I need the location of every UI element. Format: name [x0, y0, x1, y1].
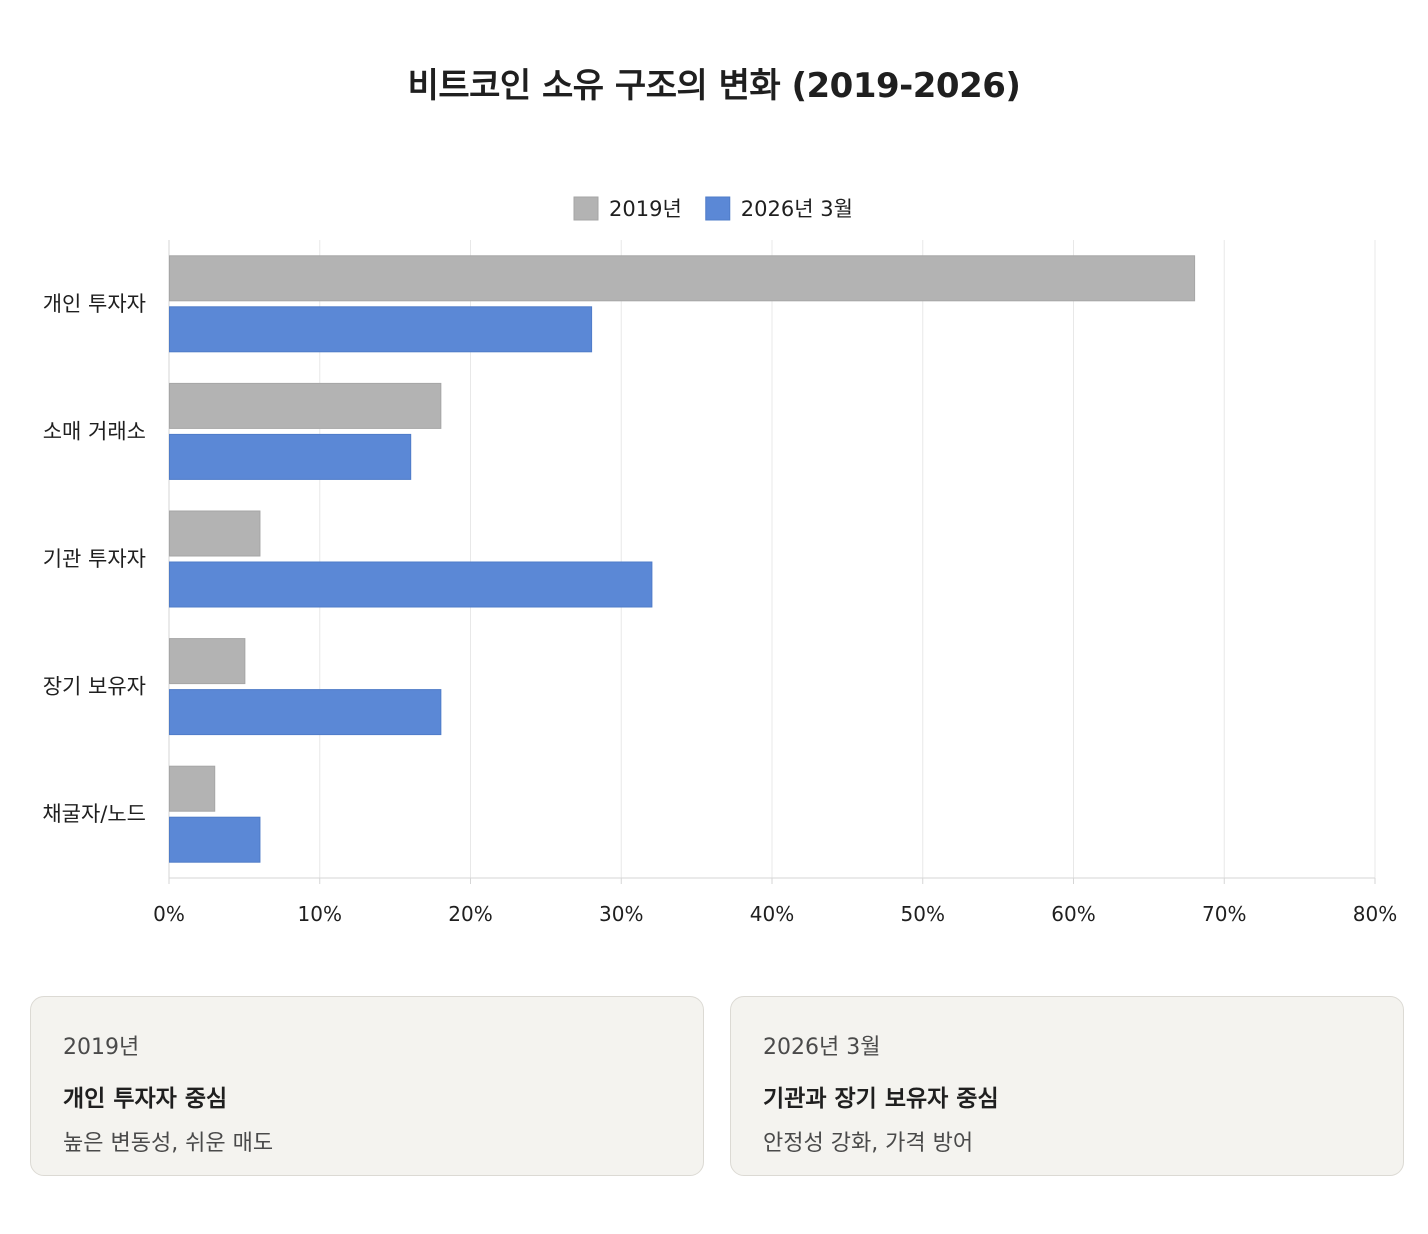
- category-label: 장기 보유자: [43, 675, 146, 699]
- x-tick-label: 30%: [599, 902, 643, 926]
- bar-series-2: [169, 689, 442, 736]
- card-description: 안정성 강화, 가격 방어: [763, 1131, 974, 1156]
- bar-series-2: [169, 561, 653, 608]
- card-label: 2026년 3월: [763, 1035, 881, 1060]
- summary-card-2026: 2026년 3월 기관과 장기 보유자 중심 안정성 강화, 가격 방어: [730, 996, 1404, 1176]
- card-heading: 기관과 장기 보유자 중심: [763, 1086, 999, 1112]
- bar-series-1: [169, 255, 1196, 302]
- bar-series-1: [169, 510, 261, 557]
- bar-series-1: [169, 638, 246, 685]
- x-tick-label: 70%: [1202, 902, 1246, 926]
- bar-series-2: [169, 433, 412, 480]
- category-label: 기관 투자자: [43, 547, 146, 571]
- category-label: 채굴자/노드: [42, 802, 146, 826]
- x-tick-label: 80%: [1353, 902, 1397, 926]
- x-tick-label: 20%: [448, 902, 492, 926]
- bar-series-1: [169, 382, 442, 429]
- category-label: 개인 투자자: [43, 292, 146, 316]
- chart-title: 비트코인 소유 구조의 변화 (2019-2026): [407, 66, 1021, 106]
- card-heading: 개인 투자자 중심: [63, 1086, 228, 1112]
- category-label: 소매 거래소: [43, 419, 146, 443]
- x-tick-label: 40%: [750, 902, 794, 926]
- x-tick-label: 0%: [153, 902, 185, 926]
- legend-swatch: [705, 196, 731, 221]
- bar-series-1: [169, 765, 216, 812]
- card-description: 높은 변동성, 쉬운 매도: [63, 1131, 274, 1156]
- summary-card-2019: 2019년 개인 투자자 중심 높은 변동성, 쉬운 매도: [30, 996, 704, 1176]
- bar-series-2: [169, 816, 261, 863]
- x-tick-label: 60%: [1051, 902, 1095, 926]
- legend-label: 2026년 3월: [741, 197, 853, 221]
- bar-series-2: [169, 306, 593, 353]
- x-tick-label: 10%: [298, 902, 342, 926]
- card-label: 2019년: [63, 1035, 140, 1060]
- legend-label: 2019년: [609, 197, 682, 221]
- legend-swatch: [573, 196, 599, 221]
- x-tick-label: 50%: [901, 902, 945, 926]
